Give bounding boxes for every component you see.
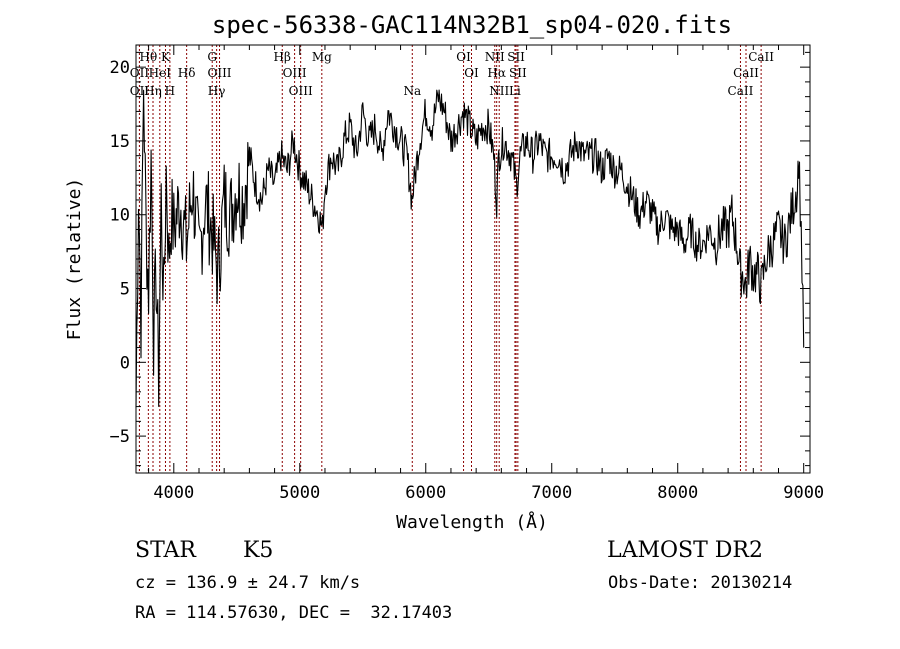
line-label: H bbox=[165, 84, 175, 98]
line-label: OII bbox=[130, 66, 150, 80]
obs-date-text: Obs-Date: 20130214 bbox=[608, 573, 793, 593]
line-label: HeI bbox=[149, 66, 172, 80]
line-label: CaII bbox=[748, 50, 774, 64]
line-label: SII bbox=[507, 50, 525, 64]
axis-ticks: 4000 5000 6000 7000 8000 9000 −5 0 5 10 15 20 bbox=[110, 45, 824, 503]
line-label: Li bbox=[509, 84, 521, 98]
y-tick-label: 20 bbox=[110, 58, 130, 78]
line-label: OIII bbox=[207, 66, 231, 80]
line-label: OIII bbox=[283, 66, 307, 80]
object-subclass: K5 bbox=[243, 538, 274, 563]
line-label: OI bbox=[464, 66, 479, 80]
chart-title: spec-56338-GAC114N32B1_sp04-020.fits bbox=[212, 11, 732, 39]
line-label: Hβ bbox=[274, 50, 291, 64]
x-tick-label: 9000 bbox=[783, 483, 824, 503]
coordinates-text: RA = 114.57630, DEC = 32.17403 bbox=[135, 603, 453, 623]
y-tick-label: 15 bbox=[110, 132, 130, 152]
spectrum-line bbox=[135, 89, 805, 408]
line-label: Hα bbox=[487, 66, 506, 80]
y-tick-label: −5 bbox=[110, 427, 130, 447]
line-label: Hγ bbox=[208, 84, 226, 98]
line-label: OII bbox=[130, 84, 150, 98]
line-label: G bbox=[207, 50, 217, 64]
line-label: Mg bbox=[312, 50, 332, 64]
line-label: Na bbox=[403, 84, 421, 98]
line-label: Hη bbox=[144, 84, 162, 98]
y-tick-label: 0 bbox=[120, 353, 130, 373]
spectral-line-markers bbox=[138, 45, 762, 473]
line-label: Hθ bbox=[139, 50, 157, 64]
survey-name: LAMOST DR2 bbox=[607, 538, 763, 563]
y-axis-label: Flux (relative) bbox=[64, 178, 85, 341]
line-label: Hδ bbox=[178, 66, 196, 80]
line-label: OIII bbox=[289, 84, 313, 98]
line-label: OI bbox=[456, 50, 471, 64]
line-label: NII bbox=[485, 50, 505, 64]
object-class: STAR bbox=[135, 538, 196, 563]
x-axis-label: Wavelength (Å) bbox=[396, 511, 548, 533]
line-label: CaII bbox=[728, 84, 754, 98]
x-tick-label: 5000 bbox=[279, 483, 320, 503]
line-label: CaII bbox=[733, 66, 759, 80]
line-label: K bbox=[161, 50, 171, 64]
y-tick-label: 10 bbox=[110, 206, 130, 226]
x-tick-label: 7000 bbox=[531, 483, 572, 503]
y-tick-label: 5 bbox=[120, 280, 130, 300]
x-tick-label: 6000 bbox=[405, 483, 446, 503]
redshift-text: cz = 136.9 ± 24.7 km/s bbox=[135, 573, 361, 593]
line-label: SII bbox=[509, 66, 527, 80]
x-tick-label: 8000 bbox=[657, 483, 698, 503]
x-tick-label: 4000 bbox=[153, 483, 194, 503]
line-label: NII bbox=[489, 84, 509, 98]
plot-frame bbox=[135, 44, 811, 474]
